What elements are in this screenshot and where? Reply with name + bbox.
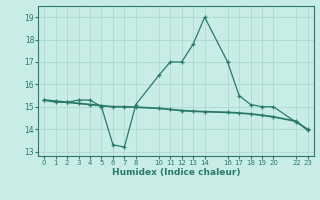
X-axis label: Humidex (Indice chaleur): Humidex (Indice chaleur) [112,168,240,177]
